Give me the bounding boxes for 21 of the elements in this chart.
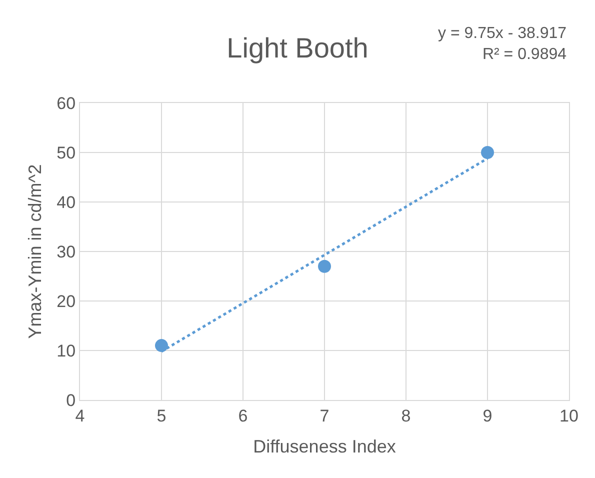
chart-title: Light Booth — [226, 32, 368, 64]
point — [481, 146, 494, 159]
x-tick-label: 7 — [320, 406, 330, 426]
y-tick-label: 60 — [56, 94, 76, 113]
text: y = 9.75x - 38.917 R² = 0.9894 — [438, 25, 567, 63]
x-axis-title: Diffuseness Index — [253, 436, 396, 456]
x-tick-label: 9 — [482, 406, 492, 426]
y-axis-title: Ymax-Ymin in cd/m^2 — [24, 164, 45, 339]
x-tick-label: 6 — [238, 406, 248, 426]
point — [318, 260, 331, 273]
x-tick-label: 8 — [401, 406, 411, 426]
y-tick-label: 20 — [56, 292, 76, 311]
y-tick-label: 0 — [66, 390, 76, 410]
y-tick-label: 10 — [56, 341, 76, 360]
y-tick-label: 30 — [56, 242, 76, 262]
point — [155, 339, 168, 352]
x-tick-label: 10 — [560, 406, 578, 426]
x-tick-label: 5 — [156, 406, 166, 426]
y-tick-label: 50 — [56, 143, 76, 162]
x-tick-label: 4 — [75, 406, 85, 426]
y-tick-label: 40 — [56, 192, 76, 212]
